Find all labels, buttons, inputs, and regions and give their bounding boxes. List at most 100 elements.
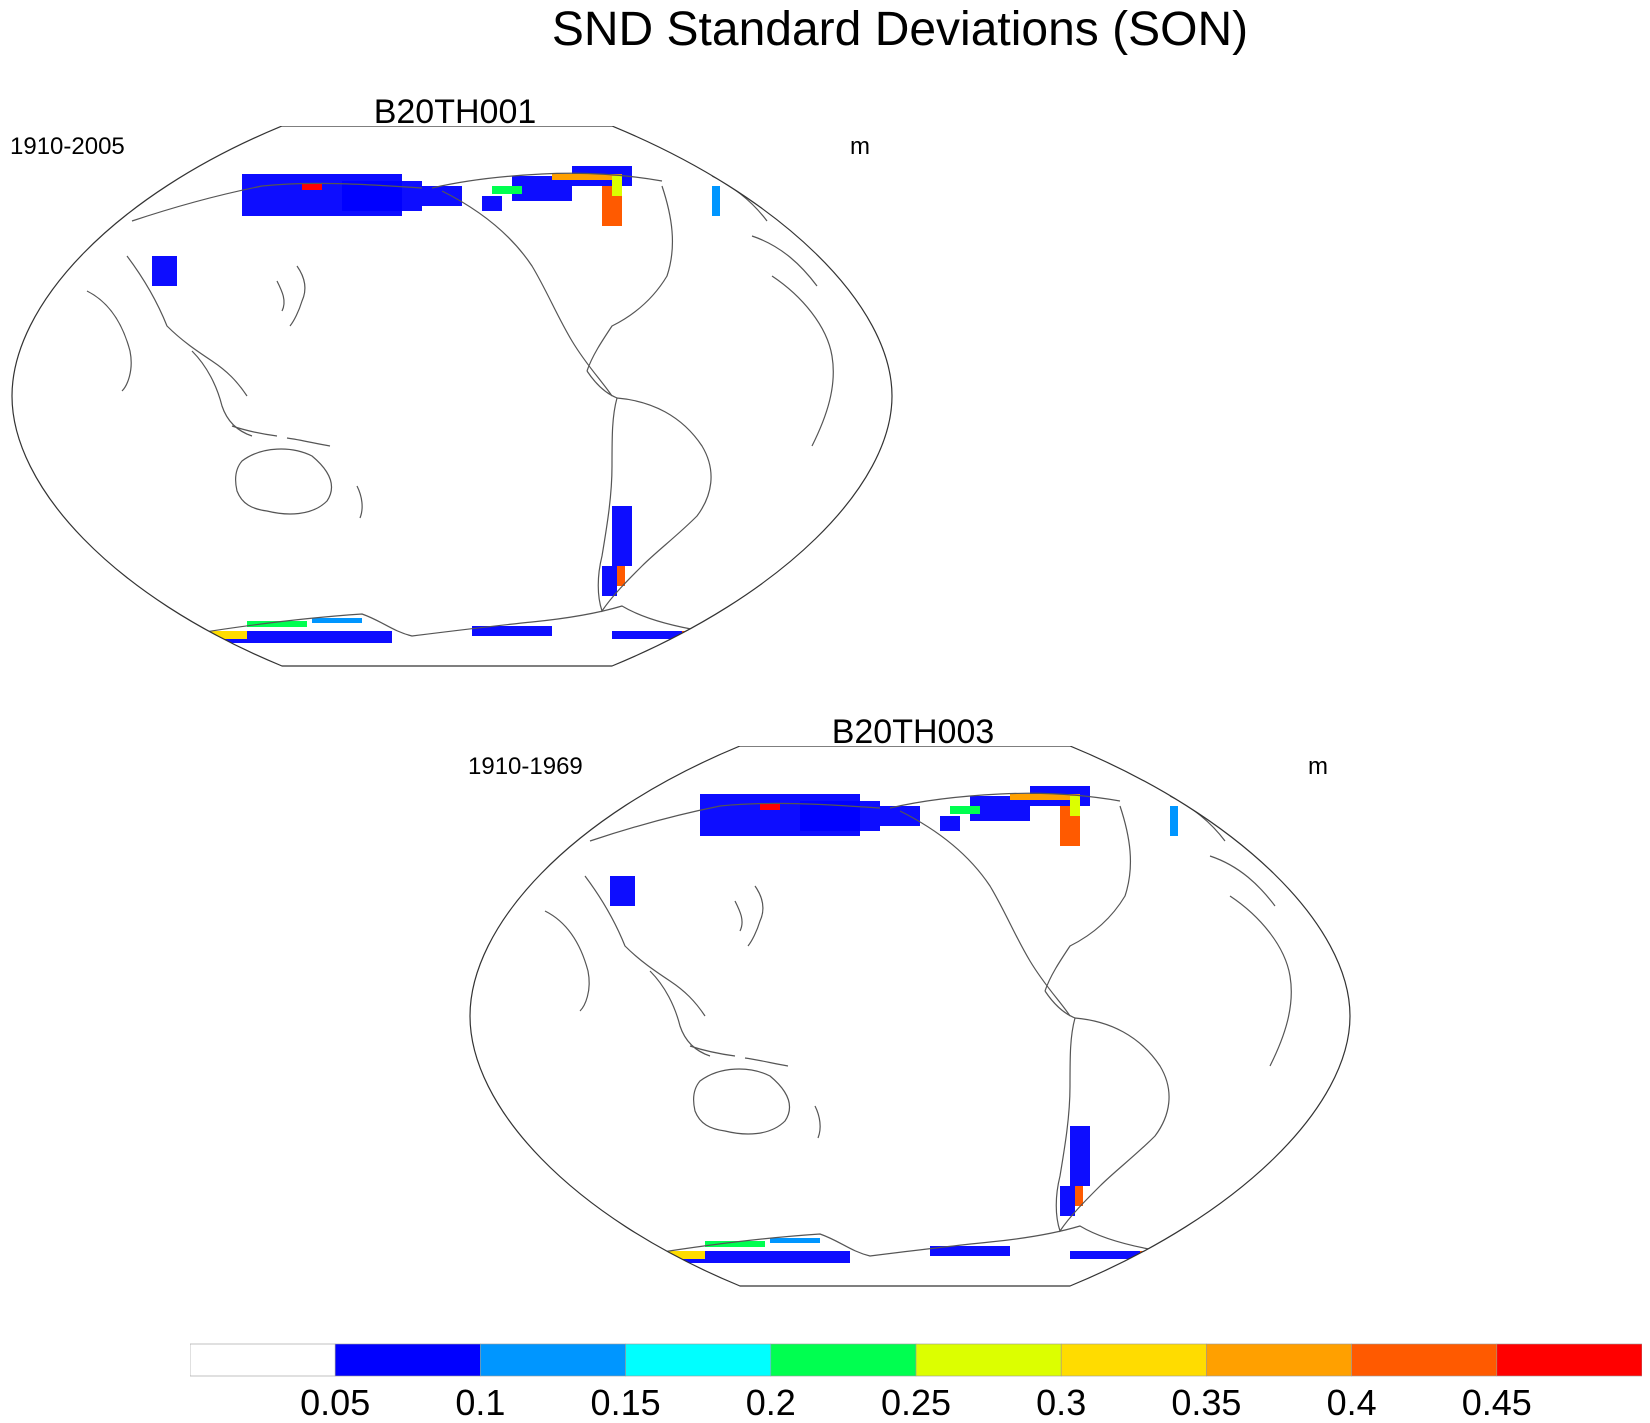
snow-depth-patch-high (492, 186, 522, 194)
snow-depth-patch (1070, 1251, 1150, 1259)
snow-depth-patch (670, 1251, 850, 1263)
snow-depth-patch-high (1070, 796, 1080, 816)
snow-depth-patch (152, 256, 177, 286)
colorbar-swatch (1351, 1343, 1498, 1377)
coastline (584, 875, 706, 1017)
snow-depth-patch (880, 806, 920, 826)
snow-depth-patch-high (552, 174, 622, 180)
snow-depth-patch (1070, 1126, 1090, 1186)
figure-title: SND Standard Deviations (SON) (551, 3, 1249, 56)
colorbar-swatch (770, 1343, 917, 1377)
colorbar-swatch (480, 1343, 626, 1377)
map-content (86, 166, 834, 643)
snow-depth-patch-high (247, 621, 307, 627)
coastline (1229, 895, 1292, 1067)
panel-title: B20TH003 (831, 713, 995, 751)
snow-depth-patch-high (1170, 806, 1178, 836)
period-label: 1910-2005 (10, 133, 125, 160)
coastline (231, 425, 331, 447)
snow-depth-patch (612, 506, 632, 566)
coastline (1044, 805, 1132, 992)
period-label: 1910-1969 (468, 753, 583, 780)
snow-depth-patch (602, 566, 617, 596)
coastline (689, 1045, 789, 1067)
snow-depth-patch (472, 626, 552, 636)
colorbar-tick-label: 0.05 (300, 1382, 371, 1423)
snow-depth-patch-high (302, 184, 322, 190)
snow-depth-patch-high (770, 1238, 820, 1243)
coastline (649, 1225, 1161, 1257)
snow-depth-patch (482, 196, 502, 211)
coastline (86, 290, 132, 392)
colorbar-swatch (1060, 1343, 1207, 1377)
coastline (131, 182, 423, 222)
coastline (586, 185, 674, 372)
units-label: m (850, 133, 870, 160)
coastline (356, 485, 363, 519)
coastline (544, 910, 590, 1012)
colorbar-swatch (1206, 1343, 1352, 1377)
coastline (126, 255, 248, 397)
map-panel-1: B20TH001 1910-2005 m (0, 92, 910, 667)
snow-depth-patch-high (617, 566, 625, 586)
colorbar-tick-label: 0.1 (455, 1382, 506, 1423)
snow-depth-patch-high (712, 186, 720, 216)
snow-depth-patch-high (1010, 794, 1080, 800)
snow-depth-patch-high (655, 1251, 705, 1259)
coastline (1055, 1017, 1170, 1233)
coastline (899, 810, 1071, 1017)
coastline (191, 350, 253, 437)
colorbar-tick-label: 0.3 (1036, 1382, 1087, 1423)
colorbar-swatch (190, 1343, 336, 1377)
coastline (276, 265, 306, 327)
coastline (693, 1068, 791, 1135)
snow-depth-patch (422, 186, 462, 206)
colorbar-tick-label: 0.35 (1171, 1382, 1242, 1423)
map-panel-2: B20TH003 1910-1969 m (458, 712, 1368, 1287)
snow-depth-patch (612, 631, 692, 639)
coastline (431, 172, 663, 189)
colorbar-tick-label: 0.4 (1326, 1382, 1377, 1423)
colorbar-tick-label: 0.25 (880, 1382, 952, 1423)
map-content (544, 786, 1292, 1263)
coastline (814, 1105, 821, 1139)
world-map (11, 126, 893, 667)
coastline (889, 792, 1121, 809)
map-border (469, 746, 1351, 1287)
snow-depth-patch-high (312, 618, 362, 623)
snow-depth-patch-high (612, 176, 622, 196)
colorbar-tick-label: 0.45 (1461, 1382, 1532, 1423)
snow-depth-patch (940, 816, 960, 831)
coastline (711, 175, 818, 287)
coastline (597, 397, 712, 613)
snow-depth-patch (610, 876, 635, 906)
colorbar-tick-label: 0.15 (590, 1382, 661, 1423)
colorbar-tick-label: 0.2 (745, 1382, 796, 1423)
world-map (469, 746, 1351, 1287)
snow-depth-patch-high (197, 631, 247, 639)
snow-depth-patch (930, 1246, 1010, 1256)
snow-depth-patch (212, 631, 392, 643)
colorbar-swatch (334, 1343, 481, 1377)
coastline (441, 190, 613, 397)
coastline (191, 605, 703, 637)
snow-depth-patch-high (760, 804, 780, 810)
snow-depth-patch-high (950, 806, 980, 814)
colorbar-swatch (625, 1343, 772, 1377)
coastline (734, 885, 764, 947)
coastline (1169, 795, 1276, 907)
panel-title: B20TH001 (373, 93, 537, 131)
colorbar-swatch (1496, 1343, 1642, 1377)
colorbar (190, 1343, 1642, 1377)
colorbar-labels: 0.05 0.1 0.15 0.2 0.25 0.3 0.35 0.4 0.45 (190, 1383, 1642, 1423)
coastline (235, 448, 333, 515)
coastline (586, 370, 618, 399)
coastline (771, 275, 834, 447)
coastline (1044, 990, 1076, 1019)
colorbar-swatch (915, 1343, 1062, 1377)
snow-depth-patch (1060, 1186, 1075, 1216)
coastline (649, 970, 711, 1057)
map-border (11, 126, 893, 667)
units-label: m (1308, 753, 1328, 780)
coastline (589, 802, 881, 842)
